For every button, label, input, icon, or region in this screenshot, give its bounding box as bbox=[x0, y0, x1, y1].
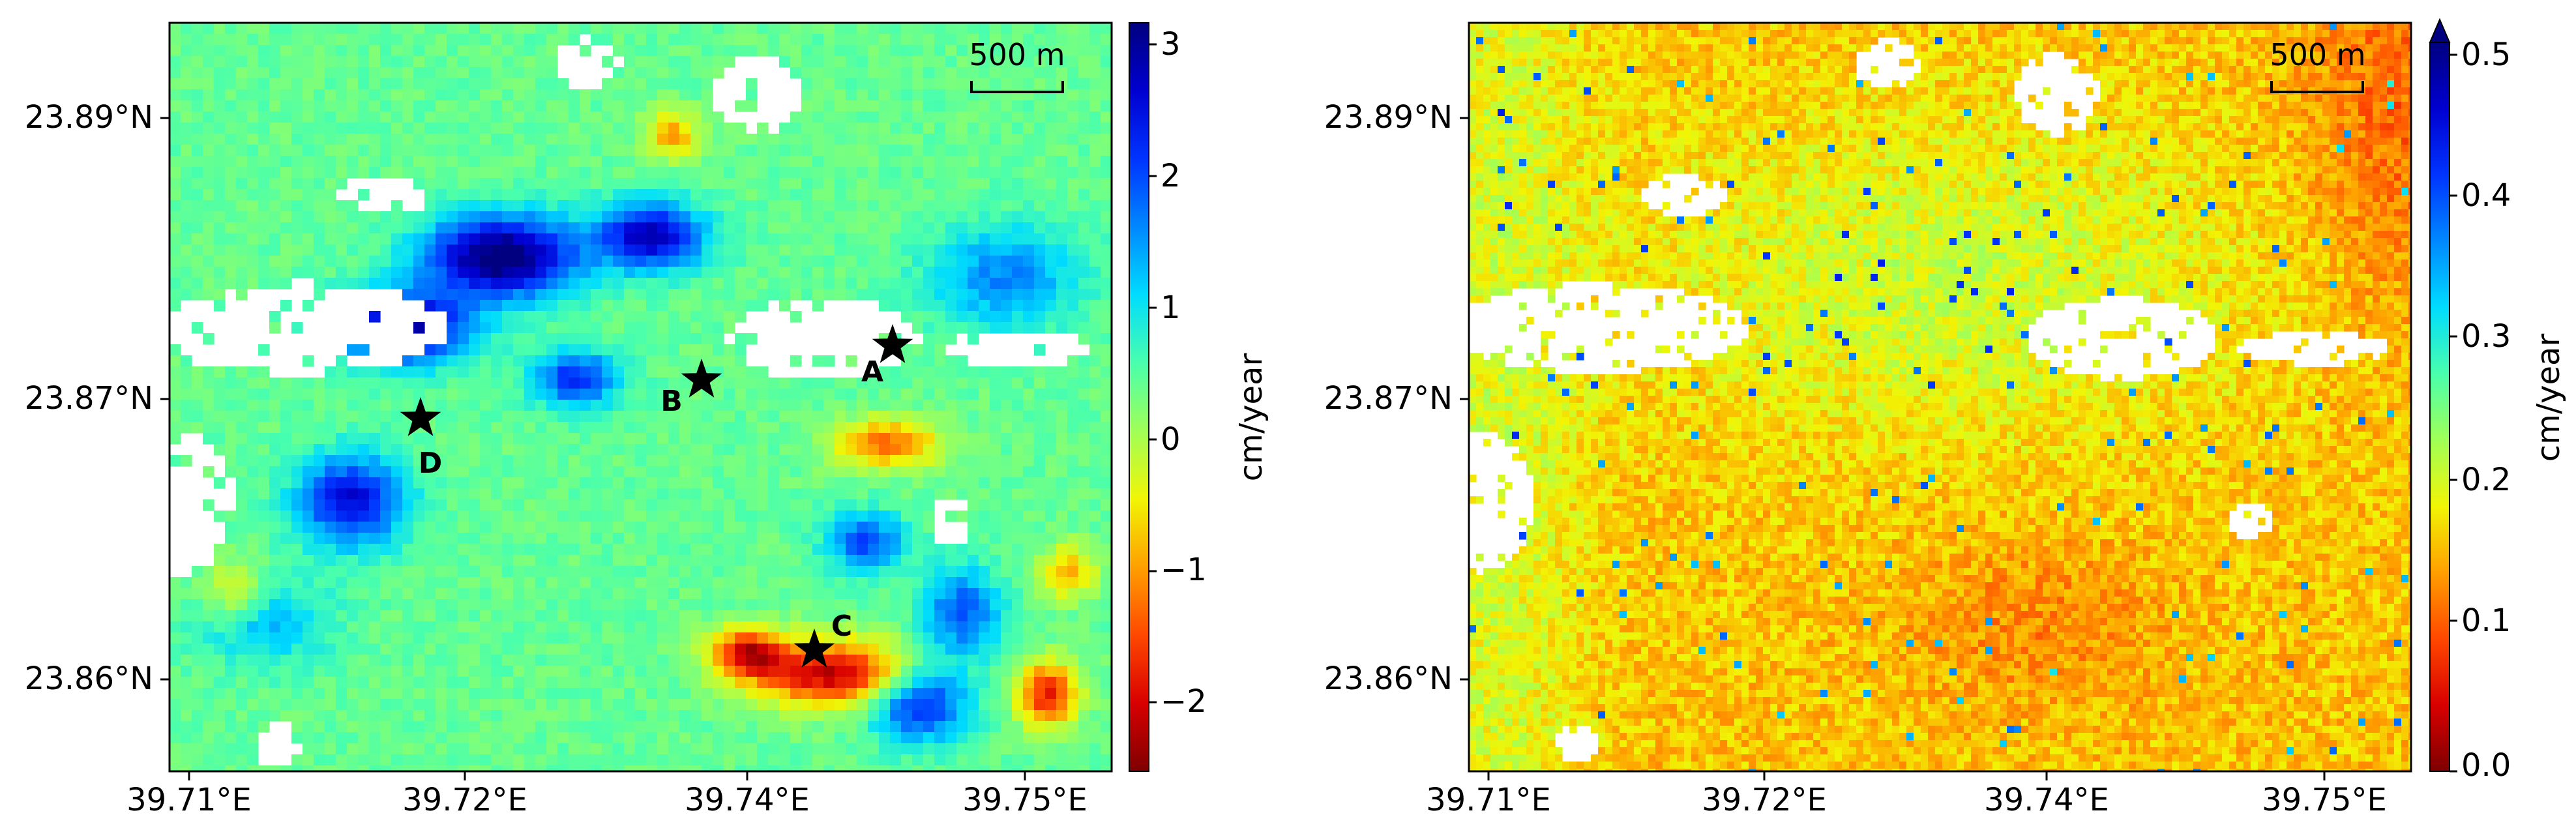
marker-c-label: C bbox=[831, 610, 852, 643]
velocity-colorbar-tick-4: 0 bbox=[1161, 421, 1181, 458]
std-colorbar-tick-4: 0.2 bbox=[2461, 462, 2511, 498]
right-x-tick-label-3: 39.74°E bbox=[1984, 782, 2109, 818]
std-colorbar-extend-arrow bbox=[2429, 18, 2451, 43]
velocity-colorbar-tick-6: −1 bbox=[1161, 552, 1207, 588]
left-x-tick-label-4: 39.75°E bbox=[962, 782, 1088, 818]
std-colorbar-tick-1: 0.5 bbox=[2461, 37, 2511, 73]
right-y-tick-label-3: 23.86°N bbox=[1324, 660, 1453, 697]
left-y-tick-label-2: 23.87°N bbox=[25, 380, 153, 417]
velocity-map-raster bbox=[170, 23, 1112, 772]
velocity-colorbar-ticks bbox=[1149, 43, 1157, 704]
right-x-tick-label-1: 39.71°E bbox=[1426, 782, 1551, 818]
marker-b-label: B bbox=[660, 385, 683, 418]
std-map-panel: 500 m 23.89°N 23.87°N 23.86°N 39.71°E 39… bbox=[1324, 22, 2412, 818]
marker-a-label: A bbox=[861, 355, 883, 389]
right-y-tick-label-1: 23.89°N bbox=[1324, 99, 1453, 136]
std-colorbar-label: cm/year bbox=[2530, 334, 2567, 462]
std-colorbar-tick-2: 0.4 bbox=[2461, 177, 2511, 214]
left-x-tick-label-2: 39.72°E bbox=[402, 782, 527, 818]
scale-bar-label: 500 m bbox=[969, 37, 1065, 72]
std-colorbar: 0.5 0.4 0.3 0.2 0.1 0.0 cm/year bbox=[2429, 18, 2567, 784]
left-x-tick-label-3: 39.74°E bbox=[685, 782, 810, 818]
scale-bar-label: 500 m bbox=[2270, 37, 2365, 72]
std-colorbar-tick-3: 0.3 bbox=[2461, 318, 2511, 355]
std-map-raster bbox=[1469, 23, 2412, 772]
std-colorbar-gradient bbox=[2429, 42, 2450, 772]
velocity-map-panel: 500 m A B C D 23.89°N bbox=[25, 22, 1113, 818]
velocity-colorbar: 3 2 1 0 −2 −1 cm/year bbox=[1129, 22, 1269, 772]
left-x-tick-label-1: 39.71°E bbox=[126, 782, 252, 818]
std-colorbar-tick-6: 0.0 bbox=[2461, 747, 2511, 784]
marker-d-label: D bbox=[419, 447, 443, 480]
velocity-colorbar-tick-3: 1 bbox=[1161, 289, 1181, 326]
right-x-tick-label-2: 39.72°E bbox=[1702, 782, 1827, 818]
left-y-tick-label-1: 23.89°N bbox=[25, 99, 153, 136]
velocity-colorbar-gradient bbox=[1129, 22, 1149, 772]
std-colorbar-ticks bbox=[2450, 53, 2457, 773]
right-x-tick-label-4: 39.75°E bbox=[2262, 782, 2387, 818]
left-y-tick-label-3: 23.86°N bbox=[25, 660, 153, 697]
velocity-colorbar-tick-5: −2 bbox=[1161, 683, 1207, 720]
velocity-colorbar-tick-2: 2 bbox=[1161, 158, 1181, 194]
std-colorbar-tick-5: 0.1 bbox=[2461, 602, 2511, 639]
velocity-colorbar-label: cm/year bbox=[1233, 353, 1269, 482]
right-y-tick-label-2: 23.87°N bbox=[1324, 380, 1453, 417]
velocity-colorbar-tick-1: 3 bbox=[1161, 26, 1181, 63]
